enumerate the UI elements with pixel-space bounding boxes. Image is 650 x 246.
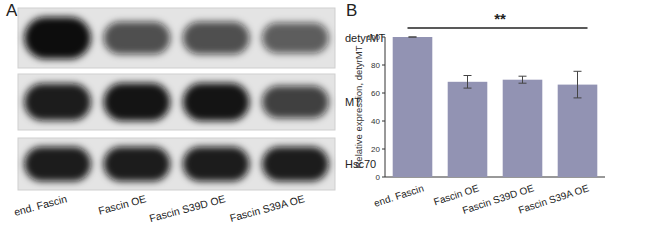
- blot-band: [104, 147, 171, 182]
- blot-band: [183, 83, 250, 121]
- lane-label: Fascin OE: [97, 192, 147, 216]
- panel-label: B: [346, 1, 357, 20]
- y-axis-line: [385, 37, 386, 177]
- error-bar: [464, 76, 472, 89]
- y-axis: 0 20 40 60 80 100: [367, 33, 605, 182]
- lane-label: Fascin S39D OE: [148, 192, 227, 224]
- blot-band: [262, 147, 329, 182]
- y-tick: [382, 65, 385, 66]
- y-axis-label: Relative expression, detyrMT: [353, 45, 364, 168]
- error-bar: [574, 71, 582, 98]
- blot-bands: [24, 83, 328, 121]
- x-tick-label: end. Fascin: [373, 182, 426, 208]
- bars: [393, 37, 598, 177]
- row-label: detyrMT: [345, 32, 386, 44]
- blot-membrane: [18, 74, 335, 130]
- y-tick-label: 80: [371, 61, 380, 70]
- y-tick-label: 100: [367, 33, 381, 42]
- figure: ABdetyrMTMTHsc70end. FascinFascin OEFasc…: [0, 0, 650, 246]
- blot-band: [183, 147, 250, 182]
- blot-membrane: [18, 8, 335, 68]
- blot-band: [183, 22, 250, 55]
- blot-band: [24, 17, 91, 59]
- y-tick-label: 0: [376, 173, 381, 182]
- blot-row: [18, 74, 335, 130]
- y-tick-label: 60: [371, 89, 380, 98]
- error-bar: [409, 37, 417, 38]
- panel-label: A: [6, 1, 18, 20]
- blot-band: [262, 86, 329, 118]
- blot-band: [104, 22, 171, 55]
- blot-bands: [24, 17, 328, 59]
- significance-line: [408, 27, 588, 29]
- y-tick: [382, 149, 385, 150]
- error-bars: [409, 37, 582, 98]
- error-bar: [519, 76, 527, 83]
- lane-label: end. Fascin: [13, 192, 69, 218]
- x-tick-label: Fascin S39A OE: [517, 182, 590, 215]
- blot-band: [104, 83, 171, 121]
- y-tick: [382, 93, 385, 94]
- blot-row: [18, 138, 335, 190]
- significance-label: **: [494, 10, 506, 27]
- bar: [393, 37, 433, 177]
- bar: [558, 85, 598, 177]
- blot-band: [24, 83, 91, 120]
- bar: [503, 80, 543, 177]
- y-tick: [382, 37, 385, 38]
- blot-membrane: [18, 138, 335, 190]
- y-tick-label: 40: [371, 117, 380, 126]
- lane-label: Fascin S39A OE: [228, 192, 306, 224]
- blot-row: [18, 8, 335, 68]
- blot-band: [24, 147, 91, 182]
- bar: [448, 82, 488, 177]
- y-tick: [382, 177, 385, 178]
- y-tick: [382, 121, 385, 122]
- blot-bands: [24, 147, 328, 182]
- y-tick-label: 20: [371, 145, 380, 154]
- blot-band: [262, 23, 329, 53]
